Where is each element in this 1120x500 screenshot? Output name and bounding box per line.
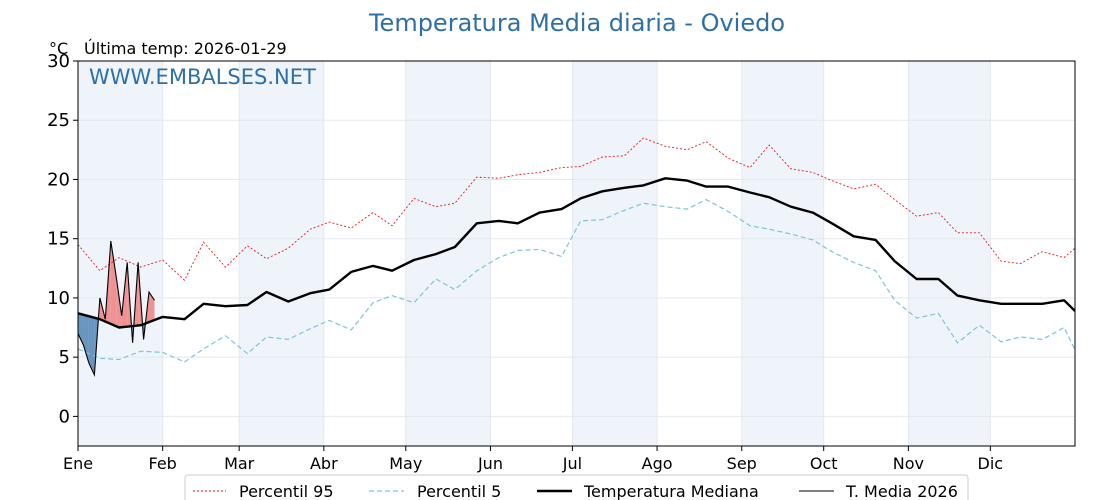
legend-box <box>184 474 969 500</box>
x-tick-label: Abr <box>310 454 338 473</box>
x-tick-label: May <box>389 454 422 473</box>
series-line-current <box>77 241 155 378</box>
month-band <box>239 61 324 446</box>
x-tick-label: Mar <box>224 454 255 473</box>
x-tick-label: Dic <box>978 454 1004 473</box>
x-tick-label: Jun <box>477 454 503 473</box>
x-tick-label: Ago <box>642 454 673 473</box>
y-axis: 0 5 10 15 20 25 30 <box>47 51 78 427</box>
y-tick-label: 5 <box>59 347 70 368</box>
series-line-p5 <box>77 198 1076 363</box>
legend: Percentil 95 Percentil 5 Temperatura Med… <box>184 474 969 500</box>
plot-frame <box>77 60 1076 447</box>
legend-label-p95: Percentil 95 <box>239 482 334 500</box>
y-tick-label: 0 <box>59 406 70 427</box>
legend-label-p5: Percentil 5 <box>417 482 501 500</box>
last-temp-label: Última temp: 2026-01-29 <box>84 39 287 58</box>
month-band <box>405 61 491 446</box>
y-tick-label: 10 <box>47 288 70 309</box>
chart-title: Temperatura Media diaria - Oviedo <box>368 9 785 37</box>
anomaly-fill <box>149 292 155 323</box>
y-tick-label: 15 <box>47 229 70 250</box>
month-band <box>908 61 991 446</box>
watermark: WWW.EMBALSES.NET <box>89 65 316 89</box>
legend-label-median: Temperatura Mediana <box>583 482 759 500</box>
series-line-p95 <box>77 137 1076 281</box>
x-tick-label: Nov <box>893 454 924 473</box>
y-tick-label: 20 <box>47 169 70 190</box>
anomaly-fill <box>88 316 95 375</box>
series-lines <box>77 137 1076 378</box>
x-tick-label: Feb <box>149 454 177 473</box>
anomaly-fill <box>78 313 84 346</box>
x-tick-label: Sep <box>727 454 757 473</box>
anomaly-fill <box>83 314 89 364</box>
month-band <box>572 61 658 446</box>
x-tick-label: Ene <box>63 454 93 473</box>
y-tick-label: 30 <box>47 51 70 72</box>
y-tick-label: 25 <box>47 110 70 131</box>
month-band <box>741 61 824 446</box>
x-tick-label: Oct <box>810 454 838 473</box>
x-axis: Ene Feb Mar Abr May Jun Jul Ago Sep Oct Nov Dic <box>63 446 1003 473</box>
month-bands <box>78 61 991 446</box>
legend-label-current: T. Media 2026 <box>845 482 958 500</box>
month-band <box>78 61 163 446</box>
x-tick-label: Jul <box>562 454 582 473</box>
unit-label: °C <box>49 39 68 58</box>
series-line-median <box>77 177 1076 329</box>
grid-lines <box>77 60 1075 446</box>
